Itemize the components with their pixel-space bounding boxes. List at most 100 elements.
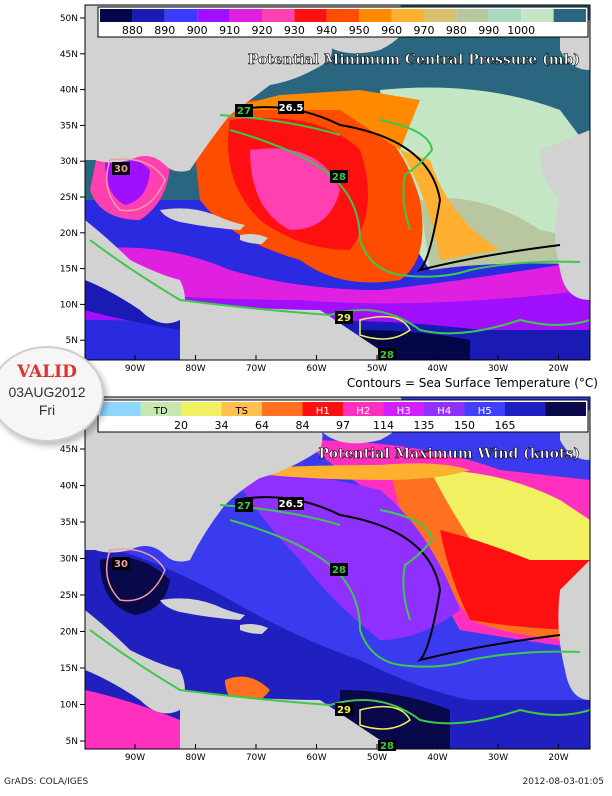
lon-label: 50W [367, 753, 387, 763]
lon-label: 40W [427, 753, 447, 763]
colorbar-swatch [553, 9, 586, 22]
lon-label: 30W [488, 753, 508, 763]
lat-label: 50N [60, 14, 78, 24]
lon-label: 70W [246, 364, 266, 374]
colorbar-swatch [164, 9, 198, 22]
contour-label-30: 30 [114, 164, 128, 175]
colorbar-label: 34 [215, 419, 229, 432]
contour-label-26-5: 26.5 [279, 499, 304, 510]
colorbar-swatch [383, 402, 424, 416]
top-contour-labels: 27 26.5 28 29 30 28 [112, 101, 396, 361]
colorbar-swatch [132, 9, 165, 22]
valid-date-badge: VALID 03AUG2012 Fri [0, 346, 104, 442]
lat-label: 45N [60, 50, 78, 60]
colorbar-label: 97 [336, 419, 350, 432]
colorbar-label: 114 [373, 419, 394, 432]
colorbar-label: 64 [255, 419, 269, 432]
colorbar-swatch [294, 9, 327, 22]
colorbar-category: TS [235, 406, 248, 417]
colorbar-label: 1000 [507, 24, 535, 37]
top-longitude-labels: 90W 80W 70W 60W 50W 40W 30W 20W [125, 355, 569, 374]
colorbar-swatch [359, 9, 392, 22]
lon-label: 90W [125, 364, 145, 374]
lat-label: 10N [60, 300, 78, 310]
colorbar-swatch [221, 402, 262, 416]
contour-label-27: 27 [237, 106, 251, 117]
colorbar-label: 900 [187, 24, 208, 37]
wind-colorbar: TD TS H1 H2 H3 H4 H5 20 34 64 84 97 114 135 150 165 [97, 399, 589, 433]
colorbar-swatch [545, 402, 586, 416]
colorbar-label: 890 [154, 24, 175, 37]
lat-label: 20N [60, 628, 78, 638]
colorbar-label: 165 [495, 419, 516, 432]
bottom-latitude-labels: 45N 40N 35N 30N 25N 20N 15N 10N 5N [60, 445, 85, 747]
lon-label: 60W [306, 364, 326, 374]
colorbar-label: 910 [219, 24, 240, 37]
contour-label-26-5: 26.5 [279, 103, 304, 114]
lon-label: 50W [367, 364, 387, 374]
colorbar-label: 960 [381, 24, 402, 37]
colorbar-label: 135 [414, 419, 435, 432]
colorbar-swatch [140, 402, 181, 416]
wind-map [85, 397, 590, 749]
contour-label-29: 29 [337, 313, 351, 324]
bottom-contour-labels: 27 26.5 28 29 30 28 [112, 497, 396, 752]
footer-timestamp: 2012-08-03-01:05 [522, 777, 605, 787]
colorbar-label: 84 [296, 419, 310, 432]
colorbar-swatch [343, 402, 384, 416]
contour-label-28: 28 [332, 172, 346, 183]
colorbar-swatch [100, 9, 133, 22]
lat-label: 15N [60, 265, 78, 275]
lat-label: 25N [60, 193, 78, 203]
bottom-longitude-labels: 90W 80W 70W 60W 50W 40W 30W 20W [125, 744, 569, 763]
contour-label-28b: 28 [380, 741, 394, 752]
lon-label: 60W [306, 753, 326, 763]
lon-label: 70W [246, 753, 266, 763]
lon-label: 80W [185, 753, 205, 763]
colorbar-swatch [100, 402, 141, 416]
colorbar-swatch [229, 9, 262, 22]
colorbar-category: H4 [437, 406, 451, 417]
colorbar-label: 920 [252, 24, 273, 37]
colorbar-swatch [464, 402, 505, 416]
colorbar-label: 940 [316, 24, 337, 37]
colorbar-swatch [262, 402, 303, 416]
colorbar-swatch [505, 402, 546, 416]
pressure-colorbar: 880 890 900 910 920 930 940 950 960 970 980 990 1000 [97, 6, 589, 38]
colorbar-category: H5 [478, 406, 492, 417]
colorbar-label: 950 [349, 24, 370, 37]
colorbar-label: 980 [446, 24, 467, 37]
lat-label: 30N [60, 157, 78, 167]
colorbar-label: 930 [284, 24, 305, 37]
colorbar-label: 990 [478, 24, 499, 37]
lat-label: 20N [60, 229, 78, 239]
colorbar-label: 970 [414, 24, 435, 37]
colorbar-category: H3 [397, 406, 411, 417]
footer-credit: GrADS: COLA/IGES [4, 777, 89, 787]
colorbar-swatch [181, 402, 222, 416]
pressure-map [85, 5, 590, 360]
colorbar-category: H2 [356, 406, 370, 417]
lat-label: 10N [60, 701, 78, 711]
lat-label: 35N [60, 518, 78, 528]
top-panel-title: Potential Minimum Central Pressure (mb) [248, 52, 580, 68]
contour-label-27: 27 [237, 501, 251, 512]
lat-label: 40N [60, 482, 78, 492]
lat-label: 25N [60, 591, 78, 601]
lat-label: 30N [60, 555, 78, 565]
colorbar-swatch [326, 9, 360, 22]
colorbar-category: H1 [316, 406, 330, 417]
colorbar-swatch [456, 9, 489, 22]
colorbar-swatch [521, 9, 554, 22]
lat-label: 45N [60, 445, 78, 455]
colorbar-category: TD [153, 406, 168, 417]
lat-label: 15N [60, 664, 78, 674]
colorbar-label: 880 [122, 24, 143, 37]
lat-label: 5N [66, 737, 78, 747]
colorbar-label: 20 [174, 419, 188, 432]
colorbar-swatch [424, 402, 465, 416]
lat-label: 40N [60, 86, 78, 96]
colorbar-label: 150 [454, 419, 475, 432]
contour-label-28: 28 [332, 565, 346, 576]
